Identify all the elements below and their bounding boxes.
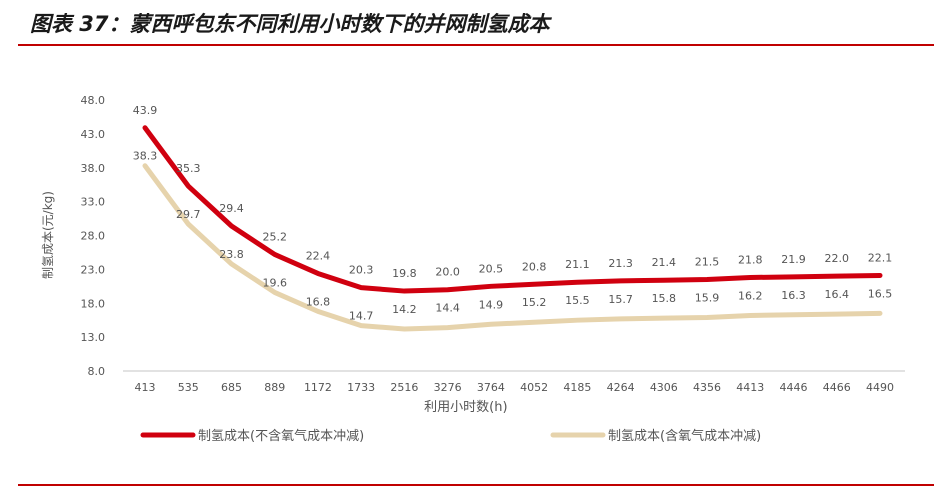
figure-title: 图表 37：蒙西呼包东不同利用小时数下的并网制氢成本 — [30, 12, 550, 36]
x-tick-label: 4413 — [736, 381, 764, 394]
y-tick-label: 28.0 — [81, 230, 106, 243]
data-label: 15.5 — [565, 294, 590, 307]
data-label: 22.1 — [868, 251, 893, 264]
data-label: 25.2 — [262, 230, 287, 243]
data-label: 23.8 — [219, 248, 244, 261]
data-label: 29.4 — [219, 202, 244, 215]
data-label: 15.9 — [695, 291, 720, 304]
y-tick-label: 13.0 — [81, 331, 106, 344]
x-tick-label: 4446 — [780, 381, 808, 394]
x-tick-label: 413 — [135, 381, 156, 394]
data-label: 16.3 — [781, 289, 806, 302]
data-label: 16.2 — [738, 289, 763, 302]
x-tick-label: 3276 — [434, 381, 462, 394]
data-label: 20.5 — [479, 262, 504, 275]
data-label: 21.1 — [565, 258, 590, 271]
y-tick-label: 48.0 — [81, 94, 106, 107]
y-tick-label: 23.0 — [81, 263, 106, 276]
bottom-divider — [18, 484, 934, 486]
data-label: 35.3 — [176, 162, 201, 175]
data-label: 16.4 — [825, 288, 850, 301]
legend-label: 制氢成本(含氧气成本冲减) — [608, 428, 761, 444]
data-label: 14.7 — [349, 310, 374, 323]
data-label: 21.8 — [738, 254, 763, 267]
data-label: 29.7 — [176, 208, 201, 221]
x-tick-label: 4264 — [607, 381, 635, 394]
data-label: 22.0 — [825, 252, 850, 265]
y-tick-label: 38.0 — [81, 162, 106, 175]
x-axis-title: 利用小时数(h) — [424, 400, 507, 415]
data-label: 21.4 — [652, 256, 677, 269]
x-tick-label: 889 — [264, 381, 285, 394]
x-tick-label: 685 — [221, 381, 242, 394]
y-axis-title: 制氢成本(元/kg) — [40, 191, 55, 279]
title-divider — [18, 44, 934, 46]
y-tick-label: 8.0 — [88, 365, 106, 378]
data-label: 22.4 — [306, 249, 331, 262]
data-label: 15.8 — [652, 292, 677, 305]
legend-label: 制氢成本(不含氧气成本冲减) — [198, 428, 364, 444]
y-tick-label: 43.0 — [81, 128, 106, 141]
data-label: 20.3 — [349, 264, 374, 277]
x-tick-label: 4052 — [520, 381, 548, 394]
data-label: 20.0 — [435, 266, 460, 279]
data-label: 19.6 — [262, 276, 287, 289]
data-label: 16.5 — [868, 287, 893, 300]
data-label: 38.3 — [133, 150, 158, 163]
data-label: 43.9 — [133, 104, 158, 117]
data-label: 21.5 — [695, 256, 720, 269]
series-line-1 — [142, 125, 883, 294]
data-label: 14.9 — [479, 298, 504, 311]
x-tick-label: 535 — [178, 381, 199, 394]
data-label: 15.7 — [608, 293, 633, 306]
x-tick-label: 3764 — [477, 381, 505, 394]
x-tick-label: 2516 — [390, 381, 418, 394]
data-label: 19.8 — [392, 267, 417, 280]
data-label: 21.3 — [608, 257, 633, 270]
x-tick-label: 4306 — [650, 381, 678, 394]
data-label: 21.9 — [781, 253, 806, 266]
data-label: 16.8 — [306, 295, 331, 308]
data-label: 14.4 — [435, 302, 460, 315]
x-tick-label: 4356 — [693, 381, 721, 394]
y-tick-label: 18.0 — [81, 297, 106, 310]
x-tick-label: 4490 — [866, 381, 894, 394]
data-label: 20.8 — [522, 260, 547, 273]
x-tick-label: 1733 — [347, 381, 375, 394]
series-line-2 — [142, 163, 883, 332]
x-tick-label: 4466 — [823, 381, 851, 394]
data-label: 15.2 — [522, 296, 547, 309]
x-tick-label: 4185 — [563, 381, 591, 394]
y-tick-label: 33.0 — [81, 196, 106, 209]
x-tick-label: 1172 — [304, 381, 332, 394]
data-label: 14.2 — [392, 303, 417, 316]
